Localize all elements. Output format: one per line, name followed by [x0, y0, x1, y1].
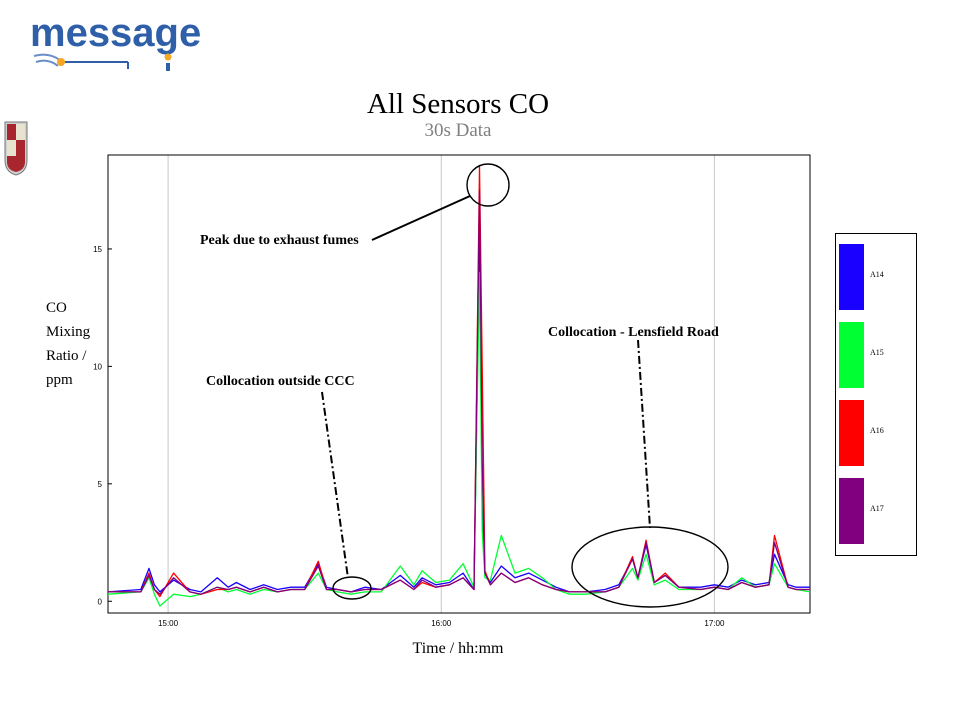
legend-item-a14: A14: [839, 244, 913, 312]
y-axis-label: CO Mixing Ratio / ppm: [46, 300, 91, 388]
y-tick-label: 5: [98, 480, 103, 489]
annotation-lensfield: Collocation - Lensfield Road: [548, 325, 719, 340]
y-tick-label: 15: [93, 245, 102, 254]
legend-swatch-a17: [839, 478, 864, 544]
legend-label-a14: A14: [870, 270, 884, 279]
x-tick-label: 15:00: [158, 619, 179, 628]
series-lines: [107, 166, 811, 607]
chart-legend: A14 A15 A16 A17: [835, 233, 917, 556]
legend-label-a15: A15: [870, 348, 884, 357]
peak-annotation-arrow: [371, 195, 471, 241]
y-tick-label: 10: [93, 362, 102, 371]
series-line-a15: [107, 271, 811, 607]
grid-lines: [167, 155, 715, 613]
legend-item-a17: A17: [839, 478, 913, 546]
crest-icon: [4, 121, 28, 176]
ccc-highlight-ellipse: [332, 576, 372, 600]
lensfield-annotation-arrow: [637, 339, 651, 529]
plot-frame: [107, 154, 811, 614]
legend-item-a15: A15: [839, 322, 913, 390]
legend-swatch-a15: [839, 322, 864, 388]
x-axis-label: Time / hh:mm: [412, 640, 504, 657]
legend-swatch-a14: [839, 244, 864, 310]
legend-label-a16: A16: [870, 426, 884, 435]
legend-label-a17: A17: [870, 504, 884, 513]
chart-subtitle: 30s Data: [424, 120, 492, 141]
annotations: Peak due to exhaust fumes Collocation ou…: [200, 163, 729, 608]
legend-swatch-a16: [839, 400, 864, 466]
peak-highlight-ellipse: [466, 163, 510, 207]
chart-title: All Sensors CO: [366, 88, 550, 120]
annotation-peak: Peak due to exhaust fumes: [200, 233, 359, 248]
x-tick-label: 16:00: [431, 619, 452, 628]
x-tick-labels: 15:00 16:00 17:00: [158, 619, 725, 628]
legend-item-a16: A16: [839, 400, 913, 468]
annotation-ccc: Collocation outside CCC: [206, 374, 355, 389]
x-tick-label: 17:00: [704, 619, 725, 628]
logo-wordmark: message: [30, 12, 201, 55]
y-tick-labels: 0 5 10 15: [93, 245, 112, 606]
ccc-annotation-arrow: [321, 391, 349, 579]
series-line-a17: [108, 189, 810, 595]
y-tick-label: 0: [98, 597, 103, 606]
message-logo: message: [30, 12, 201, 71]
